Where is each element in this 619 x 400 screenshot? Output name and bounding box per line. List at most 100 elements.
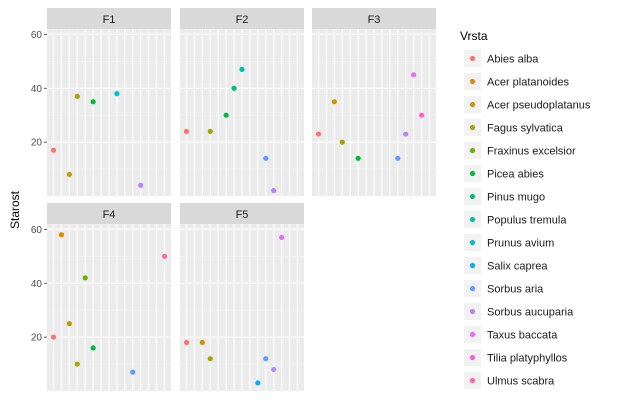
legend-label: Populus tremula (487, 215, 567, 227)
legend-item: Sorbus aucuparia (464, 303, 574, 320)
facet-strip-label: F4 (103, 209, 116, 221)
data-point (66, 171, 72, 178)
legend-item: Acer pseudoplatanus (464, 96, 591, 113)
legend-swatch (469, 101, 476, 108)
facet-strip-label: F1 (103, 14, 116, 26)
data-point (223, 112, 229, 118)
data-point (207, 128, 213, 134)
data-point (395, 155, 401, 161)
legend-label: Sorbus aucuparia (487, 307, 574, 319)
data-point (50, 147, 57, 153)
y-tick-label: 20 (31, 333, 43, 344)
legend-label: Fagus sylvatica (487, 123, 564, 135)
legend-item: Fraxinus excelsior (464, 142, 576, 159)
facet-strip (180, 203, 304, 224)
legend-label: Tilia platyphyllos (487, 353, 568, 365)
legend-item: Pinus mugo (464, 188, 545, 205)
facet-panel-f2: F2 (180, 8, 304, 196)
y-tick-label: 20 (31, 138, 43, 149)
legend-label: Pinus mugo (487, 192, 545, 204)
legend-label: Abies alba (487, 54, 539, 66)
legend-swatch (469, 78, 476, 85)
legend-swatch (469, 147, 476, 154)
legend-label: Acer pseudoplatanus (487, 100, 591, 112)
legend-swatch (469, 216, 476, 223)
y-tick-label: 60 (31, 225, 43, 236)
facet-strip-label: F5 (236, 209, 249, 221)
data-point (114, 91, 120, 97)
y-axis-title: Starost (8, 190, 22, 229)
data-point (207, 356, 213, 362)
legend-swatch (469, 193, 476, 200)
data-point (271, 366, 277, 373)
data-point (74, 361, 80, 367)
facet-panel-f3: F3 (312, 8, 436, 196)
legend-label: Acer platanoides (487, 77, 569, 89)
data-point (161, 253, 168, 259)
facet-strip (180, 8, 304, 29)
legend-item: Salix caprea (464, 257, 548, 274)
legend-swatch (469, 55, 476, 62)
legend-swatch (469, 262, 476, 269)
data-point (183, 128, 190, 134)
legend-swatch (469, 124, 476, 131)
y-tick-labels: 20 40 60 20 40 60 (31, 30, 47, 344)
y-tick-label: 40 (31, 84, 43, 95)
legend-label: Ulmus scabra (487, 376, 555, 388)
data-point (130, 369, 136, 375)
data-point (90, 345, 96, 351)
legend-swatch (469, 377, 476, 384)
facet-panel-f5: F5 (180, 203, 304, 391)
data-point (255, 380, 261, 386)
data-point (138, 182, 144, 188)
facet-panel-f1: F1 (47, 8, 171, 196)
legend-label: Taxus baccata (487, 330, 558, 342)
legend-item: Sorbus aria (464, 280, 544, 297)
legend-label: Prunus avium (487, 238, 554, 250)
data-point (355, 155, 361, 161)
data-point (183, 339, 190, 346)
legend-item: Picea abies (464, 165, 544, 182)
data-point (50, 334, 57, 340)
data-point (263, 155, 269, 161)
data-point (58, 232, 65, 238)
data-point (66, 321, 72, 327)
facet-strip-label: F2 (236, 14, 249, 26)
legend-items: Abies alba Acer platanoides Acer pseudopla… (464, 50, 591, 389)
legend-label: Sorbus aria (487, 284, 544, 296)
facet-panel-f4: F4 (47, 203, 171, 391)
data-point (231, 85, 237, 91)
legend-item: Tilia platyphyllos (464, 349, 568, 366)
legend-label: Picea abies (487, 169, 544, 181)
y-tick-label: 60 (31, 30, 43, 41)
facet-strip (47, 203, 171, 224)
data-point (90, 99, 96, 105)
legend-swatch (469, 331, 476, 338)
data-point (403, 131, 409, 137)
data-point (331, 99, 337, 105)
facet-panels: F1 F2 F3 F4 F5 (47, 8, 436, 391)
legend-item: Abies alba (464, 50, 539, 67)
legend: Vrsta Abies alba Acer platanoides Acer pse… (460, 29, 591, 389)
data-point (263, 356, 269, 362)
facet-strip-label: F3 (368, 14, 381, 26)
y-tick-label: 40 (31, 279, 43, 290)
legend-swatch (469, 170, 476, 177)
legend-swatch (469, 285, 476, 292)
legend-item: Taxus baccata (464, 326, 558, 343)
data-point (279, 234, 285, 241)
legend-item: Acer platanoides (464, 73, 569, 90)
legend-item: Ulmus scabra (464, 372, 555, 389)
data-point (199, 339, 205, 346)
data-point (239, 66, 245, 73)
legend-item: Populus tremula (464, 211, 567, 228)
data-point (315, 131, 322, 137)
legend-label: Salix caprea (487, 261, 548, 273)
legend-title: Vrsta (460, 29, 488, 43)
facet-strip (312, 8, 436, 29)
data-point (418, 112, 425, 118)
legend-swatch (469, 239, 476, 246)
legend-item: Fagus sylvatica (464, 119, 564, 136)
legend-item: Prunus avium (464, 234, 554, 251)
